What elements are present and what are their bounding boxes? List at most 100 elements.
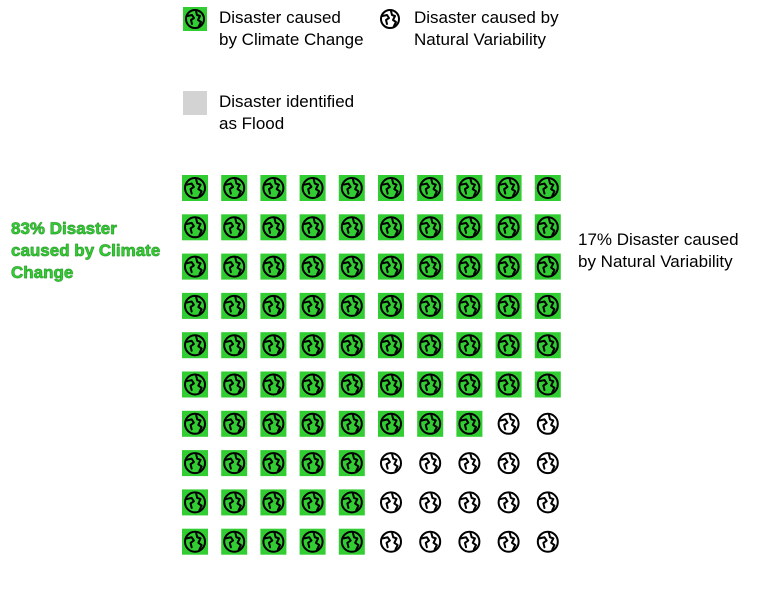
waffle-cell-climate-change xyxy=(221,371,248,398)
globe-icon xyxy=(184,294,206,317)
legend-label-flood: Disaster identified as Flood xyxy=(219,92,355,133)
globe-icon xyxy=(458,412,481,435)
waffle-cell-climate-change xyxy=(221,528,248,555)
waffle-cell-climate-change xyxy=(417,292,444,319)
waffle-cell-climate-change xyxy=(534,292,561,319)
globe-icon xyxy=(184,530,206,553)
globe-icon xyxy=(262,255,285,278)
climate-change-swatch xyxy=(221,450,248,477)
waffle-cell-climate-change xyxy=(534,371,561,398)
legend-item-natural-variability: Disaster caused by Natural Variability xyxy=(378,7,559,51)
waffle-cell-climate-change xyxy=(338,410,365,437)
globe-icon xyxy=(458,373,481,396)
waffle-cell-climate-change xyxy=(221,332,248,359)
globe-icon xyxy=(380,255,402,278)
waffle-cell-climate-change xyxy=(221,253,248,280)
climate-change-swatch xyxy=(299,528,326,555)
waffle-cell-climate-change xyxy=(221,410,248,437)
climate-change-swatch xyxy=(534,292,561,319)
globe-icon xyxy=(378,7,402,31)
climate-change-swatch xyxy=(221,253,248,280)
globe-icon xyxy=(262,216,285,239)
climate-change-swatch xyxy=(495,292,522,319)
waffle-cell-climate-change xyxy=(221,175,248,201)
globe-icon xyxy=(184,373,206,396)
waffle-cell-climate-change xyxy=(378,410,404,437)
climate-change-swatch xyxy=(338,175,365,201)
globe-icon xyxy=(458,452,481,475)
globe-icon xyxy=(301,334,324,357)
globe-icon xyxy=(301,216,324,239)
globe-icon xyxy=(380,412,402,435)
waffle-cell-climate-change xyxy=(299,371,326,398)
climate-change-swatch xyxy=(534,253,561,280)
globe-icon xyxy=(184,177,206,199)
globe-icon xyxy=(262,452,285,475)
globe-icon xyxy=(380,177,402,199)
waffle-cell-climate-change xyxy=(378,175,404,201)
waffle-cell-climate-change xyxy=(221,214,248,241)
globe-icon xyxy=(458,294,481,317)
waffle-cell-climate-change xyxy=(299,410,326,437)
climate-change-swatch xyxy=(534,214,561,241)
natural-variability-share-label: 17% Disaster caused by Natural Variabili… xyxy=(578,230,739,271)
globe-icon xyxy=(380,334,402,357)
globe-icon xyxy=(536,177,559,199)
waffle-cell-climate-change xyxy=(456,175,483,201)
globe-icon xyxy=(380,216,402,239)
climate-change-swatch xyxy=(456,292,483,319)
climate-change-swatch xyxy=(221,489,248,516)
globe-icon xyxy=(536,216,559,239)
climate-change-swatch xyxy=(260,332,287,359)
globe-icon xyxy=(419,255,442,278)
waffle-cell-natural-variability xyxy=(458,452,481,475)
globe-icon xyxy=(262,530,285,553)
globe-icon xyxy=(223,216,246,239)
waffle-cell-climate-change xyxy=(299,489,326,516)
waffle-cell-natural-variability xyxy=(536,412,559,435)
globe-icon xyxy=(497,334,520,357)
globe-icon xyxy=(458,216,481,239)
climate-change-swatch xyxy=(260,214,287,241)
waffle-cell-natural-variability xyxy=(497,452,520,475)
globe-icon xyxy=(419,530,442,553)
waffle-cell-climate-change xyxy=(456,214,483,241)
climate-change-swatch xyxy=(182,410,208,437)
climate-change-swatch xyxy=(495,371,522,398)
waffle-cell-climate-change xyxy=(495,332,522,359)
climate-change-swatch xyxy=(534,175,561,201)
waffle-cell-climate-change xyxy=(260,175,287,201)
waffle-cell-climate-change xyxy=(260,371,287,398)
climate-change-swatch xyxy=(534,332,561,359)
globe-icon xyxy=(419,452,442,475)
waffle-cell-climate-change xyxy=(456,253,483,280)
waffle-cell-climate-change xyxy=(534,253,561,280)
globe-icon xyxy=(262,294,285,317)
waffle-cell-climate-change xyxy=(260,450,287,477)
climate-change-swatch xyxy=(417,214,444,241)
waffle-cell-climate-change xyxy=(260,214,287,241)
climate-change-swatch xyxy=(260,175,287,201)
climate-change-swatch xyxy=(338,528,365,555)
globe-icon xyxy=(340,373,363,396)
climate-change-swatch xyxy=(378,332,404,359)
waffle-cell-climate-change xyxy=(260,489,287,516)
globe-icon xyxy=(301,177,324,199)
globe-icon xyxy=(184,216,206,239)
globe-icon xyxy=(183,7,207,31)
waffle-cell-climate-change xyxy=(378,371,404,398)
climate-change-swatch xyxy=(338,253,365,280)
climate-change-swatch xyxy=(495,214,522,241)
globe-icon xyxy=(262,491,285,514)
waffle-cell-climate-change xyxy=(338,253,365,280)
climate-change-swatch xyxy=(299,214,326,241)
waffle-cell-climate-change xyxy=(299,253,326,280)
climate-change-swatch xyxy=(182,332,208,359)
waffle-cell-natural-variability xyxy=(380,491,402,514)
waffle-cell-climate-change xyxy=(495,175,522,201)
waffle-cell-climate-change xyxy=(260,528,287,555)
globe-icon xyxy=(301,491,324,514)
waffle-cell-natural-variability xyxy=(419,452,442,475)
waffle-cell-climate-change xyxy=(260,253,287,280)
